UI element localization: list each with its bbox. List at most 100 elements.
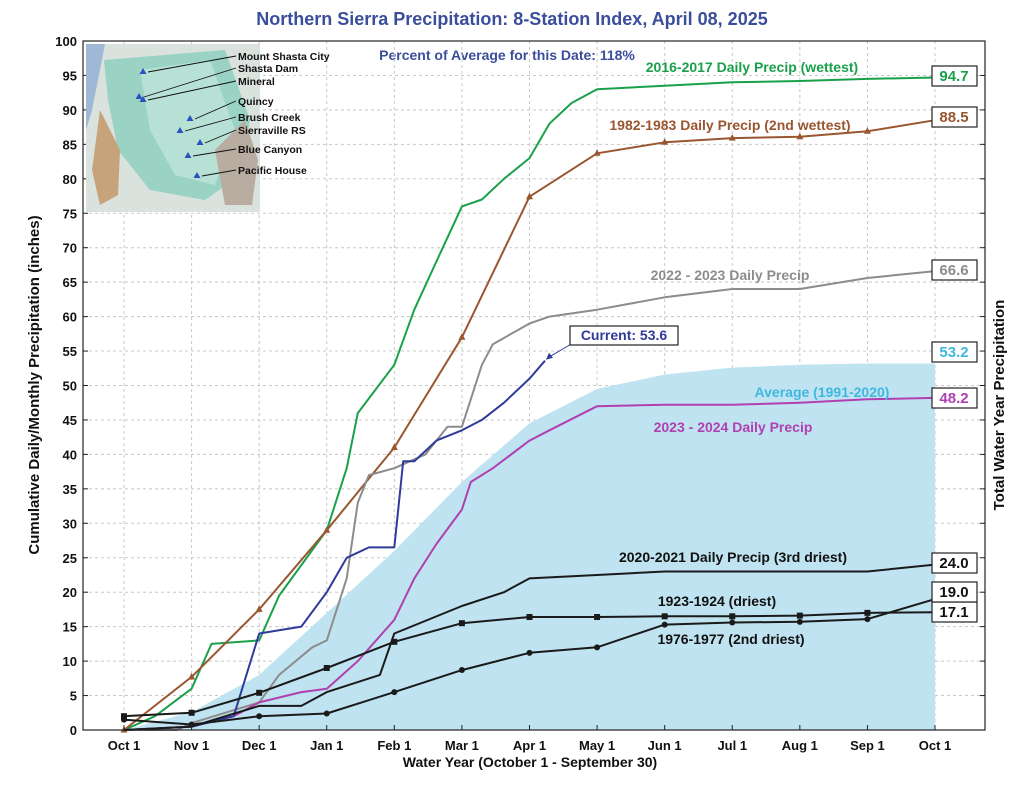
total-value-label: 24.0 xyxy=(939,555,968,572)
x-tick-label: May 1 xyxy=(579,738,615,753)
series-name-label: 1982-1983 Daily Precip (2nd wettest) xyxy=(609,117,850,133)
series-line xyxy=(123,396,936,731)
total-value-label: 53.2 xyxy=(939,344,968,361)
annotation-arrow xyxy=(547,342,574,359)
point-marker xyxy=(188,721,195,728)
series-name-label: 2020-2021 Daily Precip (3rd driest) xyxy=(619,549,847,565)
total-value-box xyxy=(931,106,978,128)
point-marker xyxy=(796,612,803,619)
total-value-label: 88.5 xyxy=(939,109,968,126)
point-marker xyxy=(594,644,601,651)
point-marker xyxy=(864,609,871,616)
station-pointer xyxy=(147,55,237,73)
point-marker xyxy=(256,713,263,720)
y-tick-label: 45 xyxy=(63,413,77,428)
point-marker xyxy=(863,127,871,134)
series-name-label: 2023 - 2024 Daily Precip xyxy=(654,419,813,435)
series-line xyxy=(123,563,936,731)
station-label: Sierraville RS xyxy=(238,125,306,137)
station-label: Brush Creek xyxy=(238,112,301,124)
y-tick-label: 30 xyxy=(63,516,77,531)
x-tick-label: Jan 1 xyxy=(310,738,343,753)
point-marker xyxy=(593,149,601,156)
station-pointer xyxy=(204,129,237,144)
station-marker-icon xyxy=(186,115,194,121)
y-axis-label-right: Total Water Year Precipitation xyxy=(991,300,1008,511)
point-marker xyxy=(728,134,736,141)
annotation-box xyxy=(569,325,679,346)
y-tick-label: 75 xyxy=(63,206,77,221)
point-marker xyxy=(661,621,668,628)
point-marker xyxy=(121,713,127,720)
point-marker xyxy=(796,132,804,140)
y-tick-label: 10 xyxy=(63,654,77,669)
x-axis-label: Water Year (October 1 - September 30) xyxy=(403,754,657,770)
point-marker xyxy=(526,649,533,656)
point-marker xyxy=(391,638,398,645)
point-marker xyxy=(661,138,669,145)
x-tick-label: Jun 1 xyxy=(648,738,682,753)
point-marker xyxy=(188,709,195,716)
y-tick-label: 15 xyxy=(63,620,77,635)
y-tick-label: 20 xyxy=(63,585,77,600)
series-line xyxy=(123,76,936,731)
station-marker-icon xyxy=(139,96,147,102)
x-tick-label: Jul 1 xyxy=(717,738,747,753)
station-marker-icon xyxy=(176,127,184,133)
y-tick-label: 50 xyxy=(63,379,77,394)
map-ocean xyxy=(86,44,105,130)
station-pointer xyxy=(192,148,237,157)
map-sierra xyxy=(215,120,258,205)
station-pointer xyxy=(143,67,237,98)
y-tick-label: 5 xyxy=(70,689,77,704)
x-tick-label: Sep 1 xyxy=(850,738,885,753)
total-value-box xyxy=(931,65,978,87)
point-marker xyxy=(391,689,398,696)
station-pointer xyxy=(147,80,237,101)
annotation-arrowhead xyxy=(546,352,554,360)
station-label: Mineral xyxy=(238,76,275,88)
total-value-box xyxy=(931,552,978,574)
chart-subtitle: Percent of Average for this Date: 118% xyxy=(379,47,635,63)
point-marker xyxy=(864,616,871,623)
series-line xyxy=(123,360,546,731)
point-marker xyxy=(121,716,127,723)
total-value-box xyxy=(931,387,978,409)
y-tick-label: 70 xyxy=(63,241,77,256)
x-tick-label: Nov 1 xyxy=(174,738,209,753)
point-marker xyxy=(256,689,263,696)
y-tick-label: 85 xyxy=(63,137,77,152)
total-value-box xyxy=(931,259,978,281)
station-label: Mount Shasta City xyxy=(238,51,330,63)
point-marker xyxy=(390,443,398,451)
total-value-box xyxy=(931,341,978,363)
station-pointer xyxy=(184,116,237,132)
point-marker xyxy=(729,613,736,620)
x-tick-label: Feb 1 xyxy=(377,738,411,753)
station-marker-icon xyxy=(135,93,143,99)
x-tick-label: Oct 1 xyxy=(919,738,952,753)
y-axis-label: Cumulative Daily/Monthly Precipitation (… xyxy=(26,215,43,554)
chart-title: Northern Sierra Precipitation: 8-Station… xyxy=(256,9,767,29)
total-value-label: 17.1 xyxy=(939,604,968,621)
map-valley xyxy=(140,60,235,185)
point-marker xyxy=(323,526,331,533)
y-tick-label: 25 xyxy=(63,551,77,566)
series-name-label: 2016-2017 Daily Precip (wettest) xyxy=(646,59,858,75)
station-marker-icon xyxy=(196,139,204,145)
y-tick-label: 100 xyxy=(55,34,77,49)
point-marker xyxy=(526,614,533,621)
point-marker xyxy=(458,667,465,674)
series-name-label: Average (1991-2020) xyxy=(755,384,890,400)
station-marker-icon xyxy=(184,152,192,158)
station-label: Pacific House xyxy=(238,165,307,177)
station-pointer xyxy=(201,169,237,177)
point-marker xyxy=(323,710,330,717)
y-tick-label: 40 xyxy=(63,447,77,462)
station-marker-icon xyxy=(139,68,147,74)
series-name-label: 1976-1977 (2nd driest) xyxy=(657,631,804,647)
point-marker xyxy=(188,672,196,680)
x-tick-label: Mar 1 xyxy=(445,738,479,753)
x-tick-label: Oct 1 xyxy=(108,738,141,753)
